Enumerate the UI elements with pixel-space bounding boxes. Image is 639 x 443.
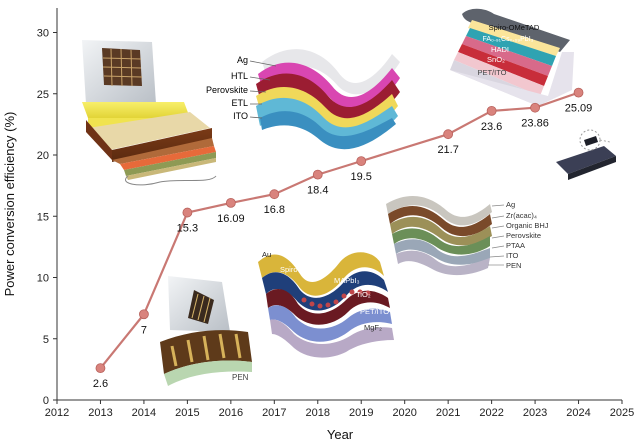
x-axis-ticks: 2012 2013 2014 2015 2016 2017 2018 2019 2020 2021… — [45, 400, 634, 419]
y-tick-label: 20 — [37, 150, 49, 162]
data-point — [573, 87, 584, 98]
x-tick-label: 2014 — [132, 407, 156, 419]
y-tick-label: 10 — [37, 273, 49, 285]
data-point — [486, 106, 497, 116]
middle-right-layer-label: Zr(acac)₄ — [506, 211, 537, 220]
data-point — [312, 169, 323, 180]
data-point — [356, 156, 367, 167]
y-tick-label: 0 — [43, 395, 49, 407]
top-center-layer-label: ETL — [231, 98, 248, 108]
data-label: 23.86 — [521, 118, 549, 130]
y-tick-label: 5 — [43, 334, 49, 346]
bottom-center-layer-label: TiO₂ — [356, 290, 371, 299]
x-tick-label: 2016 — [219, 407, 243, 419]
inset-glove-device-illustration — [82, 40, 217, 186]
data-label: 19.5 — [351, 171, 372, 183]
middle-right-layer-label: PTAA — [506, 241, 525, 250]
top-right-layer-label: HADI — [491, 45, 509, 54]
inset-flexible-strip-illustration: PEN — [160, 276, 252, 386]
inset-wavy-nanostructure-illustration: Au Spiro-OMeTAD MAPbI₃ TiO₂ PET/ITO MgF₂ — [258, 250, 394, 358]
x-tick-label: 2022 — [479, 407, 503, 419]
data-point — [443, 129, 454, 140]
bottom-center-layer-label: MgF₂ — [364, 323, 382, 332]
x-tick-label: 2018 — [306, 407, 330, 419]
data-point — [182, 207, 193, 218]
inset-wavy-sheet-illustration: Ag Zr(acac)₄ Organic BHJ Perovskite PTAA… — [386, 196, 549, 276]
x-tick-label: 2021 — [436, 407, 460, 419]
y-axis-title: Power conversion efficiency (%) — [2, 112, 17, 297]
top-center-layer-label: ITO — [233, 111, 248, 121]
data-label: 21.7 — [437, 144, 458, 156]
top-center-layer-label: Perovskite — [206, 85, 248, 95]
y-tick-label: 15 — [37, 211, 49, 223]
bottom-center-layer-label: MAPbI₃ — [334, 276, 360, 285]
series-efficiency: 2.6 7 15.3 16.09 16.8 18.4 19.5 21.7 23.6 23.86 25… — [93, 87, 593, 390]
data-label: 15.3 — [177, 223, 198, 235]
bottom-center-layer-label: PET/ITO — [360, 307, 389, 316]
inset-wavy-stack-illustration: Ag HTL Perovskite ETL ITO — [206, 49, 400, 150]
data-label: 25.09 — [565, 103, 593, 115]
y-tick-label: 30 — [37, 28, 49, 40]
x-tick-label: 2020 — [392, 407, 416, 419]
x-tick-label: 2025 — [610, 407, 634, 419]
x-tick-label: 2019 — [349, 407, 373, 419]
data-label: 2.6 — [93, 378, 108, 390]
data-point — [269, 189, 280, 200]
x-tick-label: 2015 — [175, 407, 199, 419]
x-tick-label: 2023 — [523, 407, 547, 419]
top-right-layer-label: Au — [519, 12, 529, 21]
x-tick-label: 2012 — [45, 407, 69, 419]
top-center-layer-label: HTL — [231, 71, 248, 81]
middle-right-layer-label: Perovskite — [506, 231, 541, 240]
data-point — [139, 309, 149, 320]
inset-curled-sheet-illustration: Au Spiro-OMeTAD FA₀.₉₁Cs₀.₀₉PbI₃ HADI Sn… — [450, 8, 574, 106]
y-tick-label: 25 — [37, 89, 49, 101]
data-point — [225, 197, 236, 208]
middle-right-layer-label: Ag — [506, 200, 515, 209]
top-right-layer-label: Spiro-OMeTAD — [489, 23, 540, 32]
bottom-center-layer-label: Spiro-OMeTAD — [280, 265, 331, 274]
data-label: 23.6 — [481, 121, 502, 133]
middle-right-layer-label: ITO — [506, 251, 519, 260]
top-center-layer-label: Ag — [237, 55, 248, 65]
middle-right-layer-label: Organic BHJ — [506, 221, 549, 230]
data-point — [95, 363, 106, 374]
data-label: 16.8 — [264, 204, 285, 216]
data-label: 16.09 — [217, 213, 245, 225]
data-label: 18.4 — [307, 185, 328, 197]
top-right-layer-label: FA₀.₉₁Cs₀.₀₉PbI₃ — [483, 36, 534, 43]
top-right-layer-label: SnO₂ — [487, 55, 505, 64]
bottom-left-substrate-label: PEN — [232, 373, 249, 382]
middle-right-layer-label: PEN — [506, 261, 521, 270]
inset-chip-illustration — [556, 129, 616, 180]
y-axis-ticks: 0 5 10 15 20 25 30 — [37, 28, 57, 407]
bottom-center-layer-label: Au — [262, 250, 271, 259]
x-tick-label: 2024 — [566, 407, 590, 419]
x-tick-label: 2013 — [88, 407, 112, 419]
data-label: 7 — [141, 324, 147, 336]
x-axis-title: Year — [327, 427, 354, 442]
top-right-layer-label: PET/ITO — [477, 68, 506, 77]
data-point — [530, 102, 540, 113]
axes — [56, 8, 622, 401]
x-tick-label: 2017 — [262, 407, 286, 419]
